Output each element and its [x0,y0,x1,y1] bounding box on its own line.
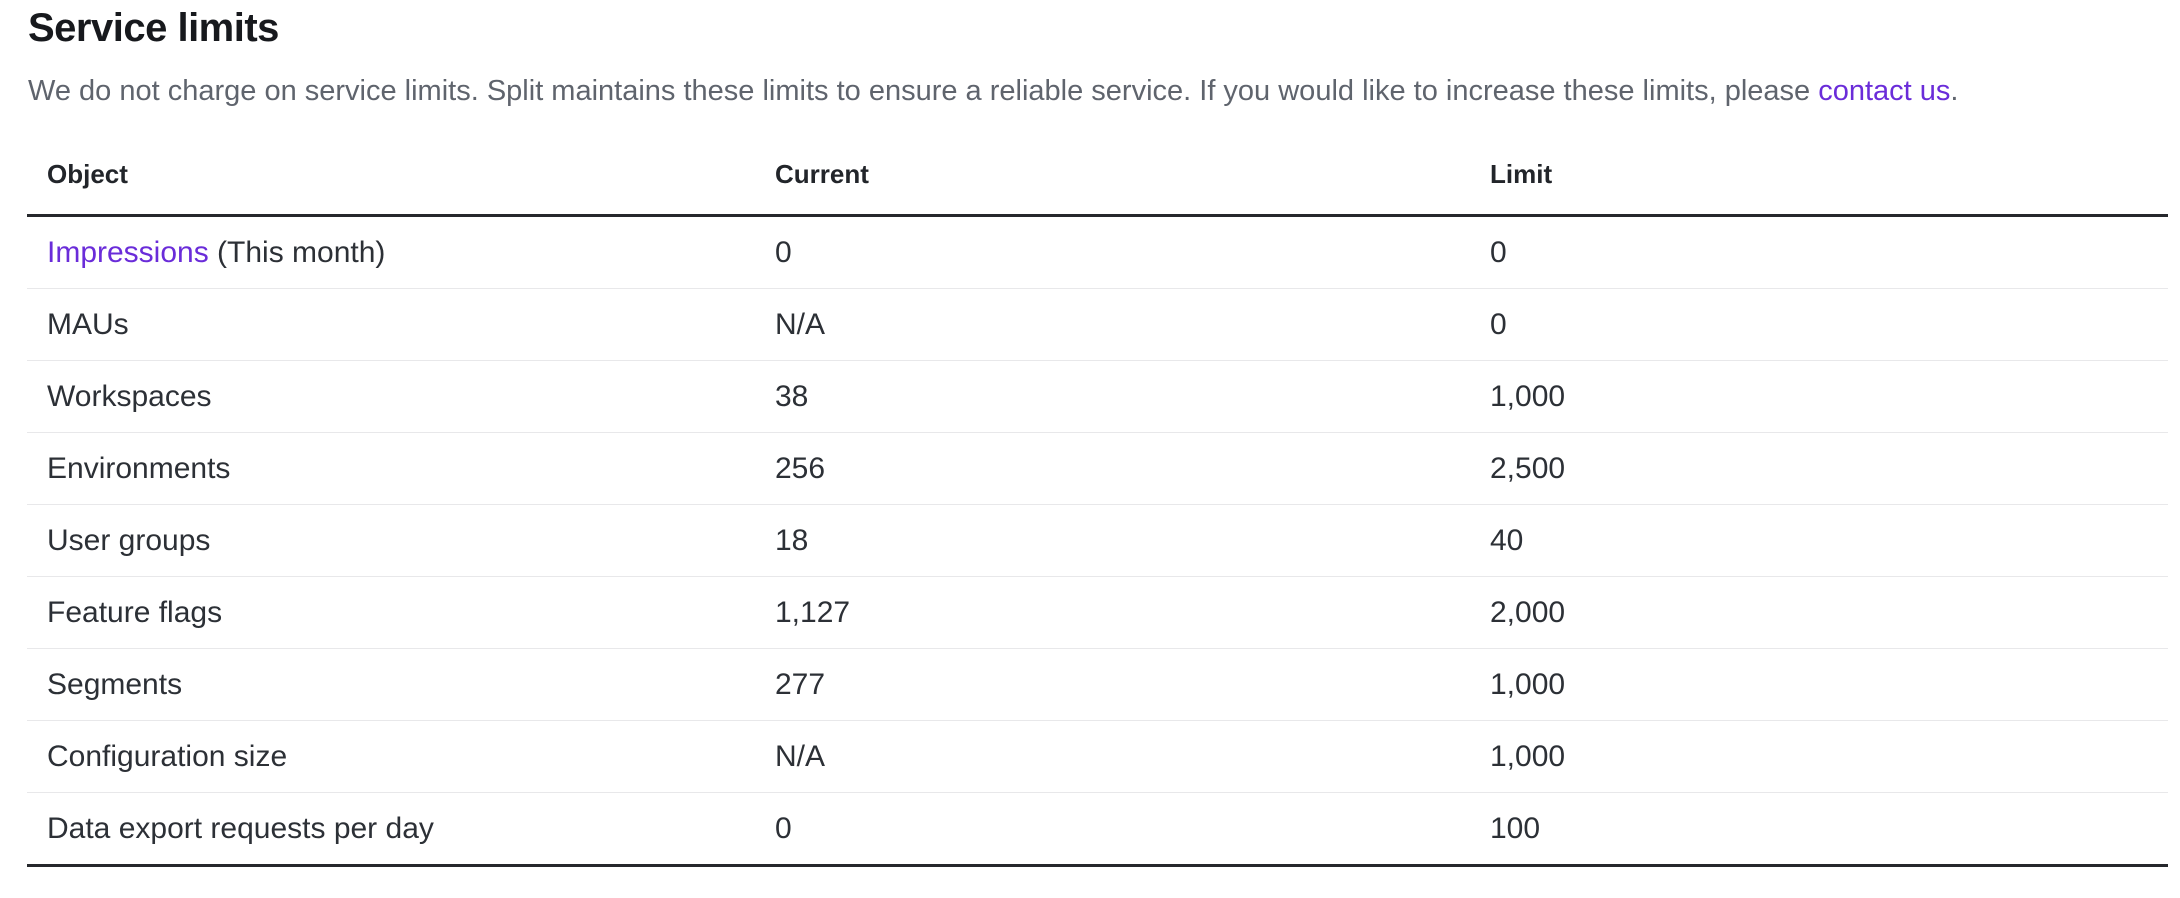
object-cell: Data export requests per day [27,792,755,867]
current-cell: 1,127 [755,576,1470,649]
object-cell: Feature flags [27,576,755,649]
object-cell: Impressions (This month) [27,215,755,289]
current-cell: 0 [755,215,1470,289]
limit-cell: 2,000 [1470,576,2168,649]
object-link[interactable]: Impressions [47,235,209,269]
table-row: Impressions (This month) 0 0 [27,215,2168,289]
current-cell: 0 [755,792,1470,867]
table-row: User groups 18 40 [27,504,2168,577]
object-label: Configuration size [47,739,288,773]
object-label: Feature flags [47,595,223,629]
limit-cell: 0 [1470,215,2168,289]
current-cell: 38 [755,360,1470,433]
object-cell: MAUs [27,288,755,361]
service-limits-table: Object Current Limit Impressions (This m… [27,143,2168,867]
table-row: Feature flags 1,127 2,000 [27,576,2168,649]
table-header: Object Current Limit [27,143,2168,217]
object-cell: Environments [27,432,755,505]
current-cell: 277 [755,648,1470,721]
object-label: Environments [47,451,231,485]
subtitle-text: We do not charge on service limits. Spli… [28,75,1819,107]
object-label: MAUs [47,307,129,341]
table-row: MAUs N/A 0 [27,288,2168,361]
page-subtitle: We do not charge on service limits. Spli… [28,73,2168,110]
column-header-current: Current [755,143,1470,217]
object-label: Data export requests per day [47,811,434,845]
table-body: Impressions (This month) 0 0 MAUs N/A 0 Worksp… [27,215,2168,867]
table-header-row: Object Current Limit [27,143,2168,217]
object-label: User groups [47,523,211,557]
limit-cell: 1,000 [1470,720,2168,793]
object-label: Segments [47,667,183,701]
contact-us-link[interactable]: contact us [1818,75,1951,107]
limit-cell: 100 [1470,792,2168,867]
object-cell: Workspaces [27,360,755,433]
page-title: Service limits [28,6,279,50]
current-cell: N/A [755,288,1470,361]
table-row: Workspaces 38 1,000 [27,360,2168,433]
table-row: Environments 256 2,500 [27,432,2168,505]
limit-cell: 40 [1470,504,2168,577]
object-label: Workspaces [47,379,212,413]
object-cell: Segments [27,648,755,721]
current-cell: 18 [755,504,1470,577]
limit-cell: 0 [1470,288,2168,361]
table-row: Configuration size N/A 1,000 [27,720,2168,793]
limit-cell: 1,000 [1470,360,2168,433]
current-cell: N/A [755,720,1470,793]
object-suffix: (This month) [208,235,386,269]
limit-cell: 1,000 [1470,648,2168,721]
column-header-limit: Limit [1470,143,2168,217]
service-limits-page: Service limits We do not charge on servi… [27,6,2168,867]
limit-cell: 2,500 [1470,432,2168,505]
table-row: Data export requests per day 0 100 [27,792,2168,867]
current-cell: 256 [755,432,1470,505]
column-header-object: Object [27,143,755,217]
object-cell: User groups [27,504,755,577]
table-row: Segments 277 1,000 [27,648,2168,721]
object-cell: Configuration size [27,720,755,793]
subtitle-period: . [1950,75,1959,107]
